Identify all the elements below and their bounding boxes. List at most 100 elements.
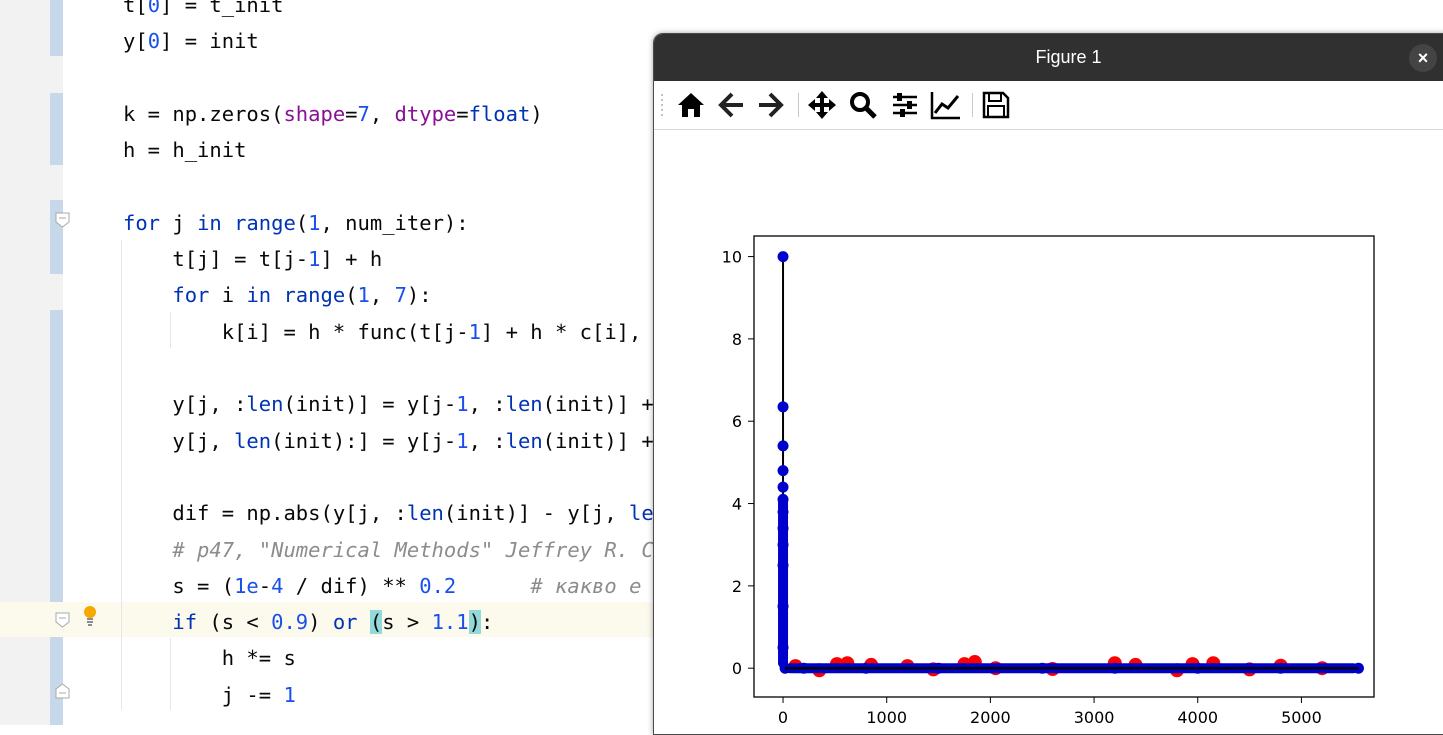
pan-button[interactable]: [805, 89, 839, 121]
code-token: if: [172, 610, 198, 635]
code-token: -: [258, 573, 272, 598]
toolbar-separator: [798, 93, 799, 117]
code-token: (init):] = y[j-: [271, 428, 457, 453]
code-token: (: [369, 610, 383, 635]
code-token: ): [468, 610, 481, 635]
code-line[interactable]: h *= s: [123, 640, 296, 676]
code-token: 0.9: [271, 610, 309, 635]
code-token: (init)] = y[j-: [283, 392, 457, 417]
code-token: ): [530, 101, 543, 126]
code-token: ): [308, 610, 333, 635]
code-token: len: [246, 392, 284, 417]
fold-end-icon[interactable]: [55, 683, 70, 699]
back-button[interactable]: [714, 89, 748, 121]
code-line[interactable]: for j in range(1, num_iter):: [123, 205, 469, 241]
code-token: for: [172, 283, 210, 308]
code-token: 7: [357, 101, 370, 126]
data-point-blue: [777, 401, 789, 413]
code-token: 1: [357, 283, 370, 308]
indent-guide: [170, 638, 171, 710]
data-point-blue: [777, 481, 789, 493]
code-token: 1: [308, 247, 321, 272]
code-token: ] + h * c[i],: [480, 319, 642, 344]
edit-axis-button[interactable]: [929, 89, 963, 121]
code-token: (: [295, 210, 309, 235]
code-token: , :: [468, 428, 506, 453]
code-token: j: [160, 210, 198, 235]
code-token: dtype: [394, 101, 457, 126]
code-line[interactable]: y[j, :len(init)] = y[j-1, :len(init)] +: [123, 386, 653, 422]
zoom-button[interactable]: [846, 89, 880, 121]
code-line[interactable]: s = (1e-4 / dif) ** 0.2 # какво е: [123, 568, 641, 604]
code-token: j -=: [123, 682, 284, 707]
code-token: len: [234, 428, 272, 453]
figure-titlebar[interactable]: Figure 1 ×: [654, 34, 1443, 81]
code-token: :: [480, 610, 494, 635]
lightbulb-icon[interactable]: [82, 605, 98, 627]
indent-guide: [121, 240, 122, 710]
code-token: [358, 610, 370, 634]
figure-window: Figure 1 × 0 1000 2000 3000 4000 5000: [653, 33, 1443, 735]
x-tick-label: 3000: [1074, 708, 1115, 727]
x-tick-label: 4000: [1177, 708, 1218, 727]
code-line[interactable]: for i in range(1, 7):: [123, 277, 432, 313]
x-tick-label: 1000: [866, 708, 907, 727]
code-token: y[: [123, 29, 148, 54]
configure-subplots-button[interactable]: [888, 89, 922, 121]
code-token: 1: [456, 392, 469, 417]
code-token: 1: [456, 428, 469, 453]
code-line[interactable]: dif = np.abs(y[j, :len(init)] - y[j, le: [123, 495, 653, 531]
code-token: 1: [283, 682, 296, 707]
code-line[interactable]: k = np.zeros(shape=7, dtype=float): [123, 96, 543, 132]
code-line[interactable]: h = h_init: [123, 132, 246, 168]
code-line[interactable]: y[0] = init: [123, 23, 259, 59]
code-token: k = np.zeros(: [123, 101, 284, 126]
code-token: 0: [147, 0, 161, 17]
vcs-change-marker: [50, 0, 63, 56]
y-tick-label: 6: [732, 412, 742, 431]
code-line[interactable]: t[0] = t_init: [123, 0, 283, 23]
forward-button[interactable]: [754, 89, 788, 121]
code-token: t[j] = t[j-: [123, 247, 309, 272]
code-token: s = (: [123, 573, 235, 598]
indent-guide: [170, 312, 171, 348]
code-line[interactable]: # p47, "Numerical Methods" Jeffrey R. C: [123, 532, 654, 568]
code-token: range: [283, 283, 346, 308]
code-token: [123, 283, 172, 307]
fold-icon[interactable]: [55, 612, 70, 628]
save-button[interactable]: [979, 89, 1013, 121]
home-icon: [678, 93, 704, 117]
code-line[interactable]: k[i] = h * func(t[j-1] + h * c[i],: [123, 314, 642, 350]
code-token: for: [123, 210, 161, 235]
plot-frame: [753, 235, 1375, 698]
code-token: y[j,: [123, 428, 235, 453]
code-token: ,: [369, 101, 395, 126]
code-token: 0: [147, 29, 161, 54]
toolbar-grip[interactable]: [660, 93, 664, 119]
code-line[interactable]: if (s < 0.9) or (s > 1.1):: [123, 604, 493, 640]
x-tick-label: 5000: [1281, 708, 1322, 727]
code-line[interactable]: j -= 1: [123, 677, 296, 713]
home-button[interactable]: [674, 89, 708, 121]
pan-icon: [808, 91, 836, 119]
code-token: [123, 610, 172, 634]
code-token: ,: [369, 283, 395, 308]
code-token: 0.2: [419, 573, 457, 598]
fold-icon[interactable]: [55, 212, 70, 228]
code-token: ):: [406, 283, 432, 308]
code-token: (init)] +: [542, 428, 654, 453]
code-token: # p47, "Numerical Methods" Jeffrey R. C: [123, 537, 654, 562]
figure-title: Figure 1: [1035, 47, 1102, 67]
plot-canvas[interactable]: 0 1000 2000 3000 4000 5000 0 2 4 6 8 10: [654, 130, 1443, 735]
forward-icon: [759, 92, 784, 118]
code-line[interactable]: y[j, len(init):] = y[j-1, :len(init)] +: [123, 423, 654, 459]
back-icon: [718, 92, 743, 118]
code-token: , :: [468, 392, 506, 417]
edit-axis-icon: [930, 92, 960, 120]
code-line[interactable]: t[j] = t[j-1] + h: [123, 241, 382, 277]
close-button[interactable]: ×: [1409, 44, 1437, 72]
code-token: dif = np.abs(y[j, :: [123, 501, 407, 526]
code-token: ] + h: [320, 247, 383, 272]
code-token: ] = t_init: [160, 0, 284, 17]
data-point-blue: [777, 440, 789, 452]
